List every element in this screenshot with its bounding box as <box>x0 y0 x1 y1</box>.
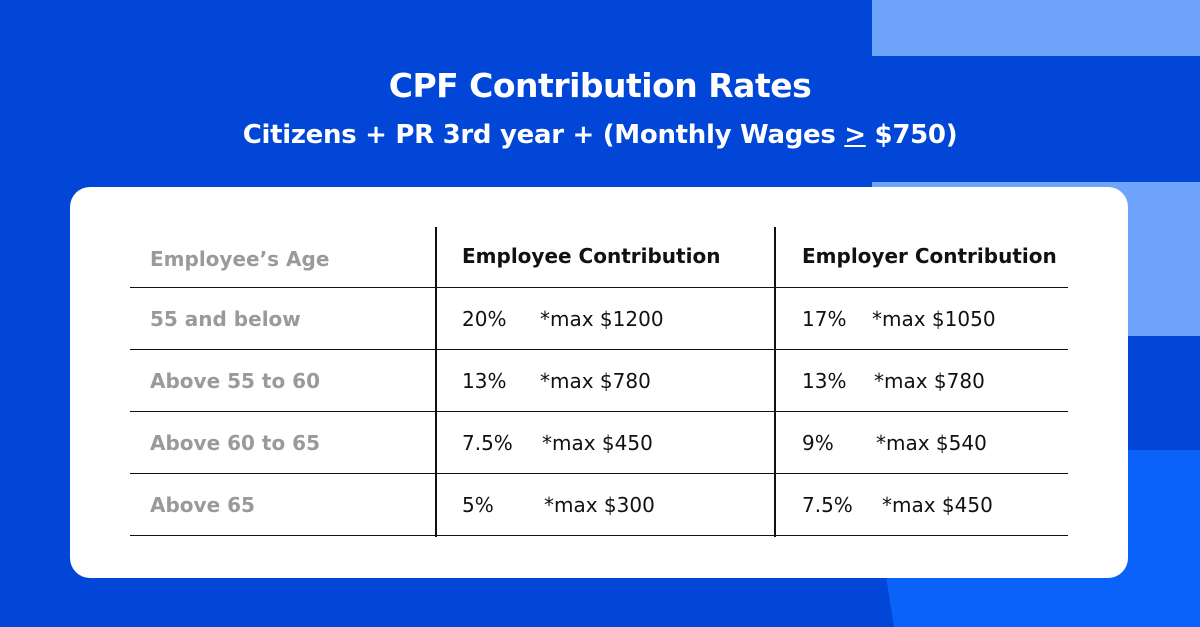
employee-rate: 5% <box>462 492 494 517</box>
employer-cell: 13% *max $780 <box>802 350 985 411</box>
employee-cell: 13% *max $780 <box>462 350 651 411</box>
employee-max: *max $780 <box>540 368 651 393</box>
page-title: CPF Contribution Rates <box>388 66 812 105</box>
employer-max: *max $780 <box>874 368 985 393</box>
employee-cell: 20% *max $1200 <box>462 288 664 349</box>
employer-rate: 17% <box>802 306 847 331</box>
page-subtitle: Citizens + PR 3rd year + (Monthly Wages … <box>0 120 1200 150</box>
header-age: Employee’s Age <box>150 247 330 271</box>
employer-cell: 17% *max $1050 <box>802 288 996 349</box>
employer-max: *max $1050 <box>872 306 996 331</box>
age-cell: 55 and below <box>150 306 301 331</box>
table-row: Above 60 to 65 7.5% *max $450 9% *max $540 <box>130 412 1068 474</box>
table-card <box>70 187 1128 578</box>
subtitle-prefix: Citizens + PR 3rd year + (Monthly Wages <box>242 120 845 150</box>
age-cell: Above 55 to 60 <box>150 368 320 393</box>
contribution-table: Employee’s Age Employee Contribution Emp… <box>130 227 1068 536</box>
employee-max: *max $450 <box>542 430 653 455</box>
employer-rate: 9% <box>802 430 834 455</box>
age-cell: Above 60 to 65 <box>150 430 320 455</box>
employee-cell: 7.5% *max $450 <box>462 412 653 473</box>
column-divider <box>774 227 776 537</box>
employer-cell: 7.5% *max $450 <box>802 474 993 535</box>
header-employee: Employee Contribution <box>462 244 721 268</box>
decor-shape <box>872 0 1200 56</box>
employee-rate: 13% <box>462 368 507 393</box>
employee-rate: 7.5% <box>462 430 513 455</box>
employer-cell: 9% *max $540 <box>802 412 987 473</box>
table-body: 55 and below 20% *max $1200 17% *max $1050 Ab… <box>130 288 1068 536</box>
table-row: Above 65 5% *max $300 7.5% *max $450 <box>130 474 1068 536</box>
employee-cell: 5% *max $300 <box>462 474 655 535</box>
header-employer: Employer Contribution <box>802 244 1057 268</box>
table-row: 55 and below 20% *max $1200 17% *max $1050 <box>130 288 1068 350</box>
table-header: Employee’s Age Employee Contribution Emp… <box>130 227 1068 288</box>
employee-max: *max $300 <box>544 492 655 517</box>
table-row: Above 55 to 60 13% *max $780 13% *max $780 <box>130 350 1068 412</box>
employer-max: *max $450 <box>882 492 993 517</box>
column-divider <box>435 227 437 537</box>
employee-max: *max $1200 <box>540 306 664 331</box>
employer-max: *max $540 <box>876 430 987 455</box>
age-cell: Above 65 <box>150 492 255 517</box>
employer-rate: 13% <box>802 368 847 393</box>
subtitle-suffix: $750) <box>865 120 958 150</box>
employee-rate: 20% <box>462 306 507 331</box>
subtitle-sign: > <box>844 120 866 150</box>
employer-rate: 7.5% <box>802 492 853 517</box>
